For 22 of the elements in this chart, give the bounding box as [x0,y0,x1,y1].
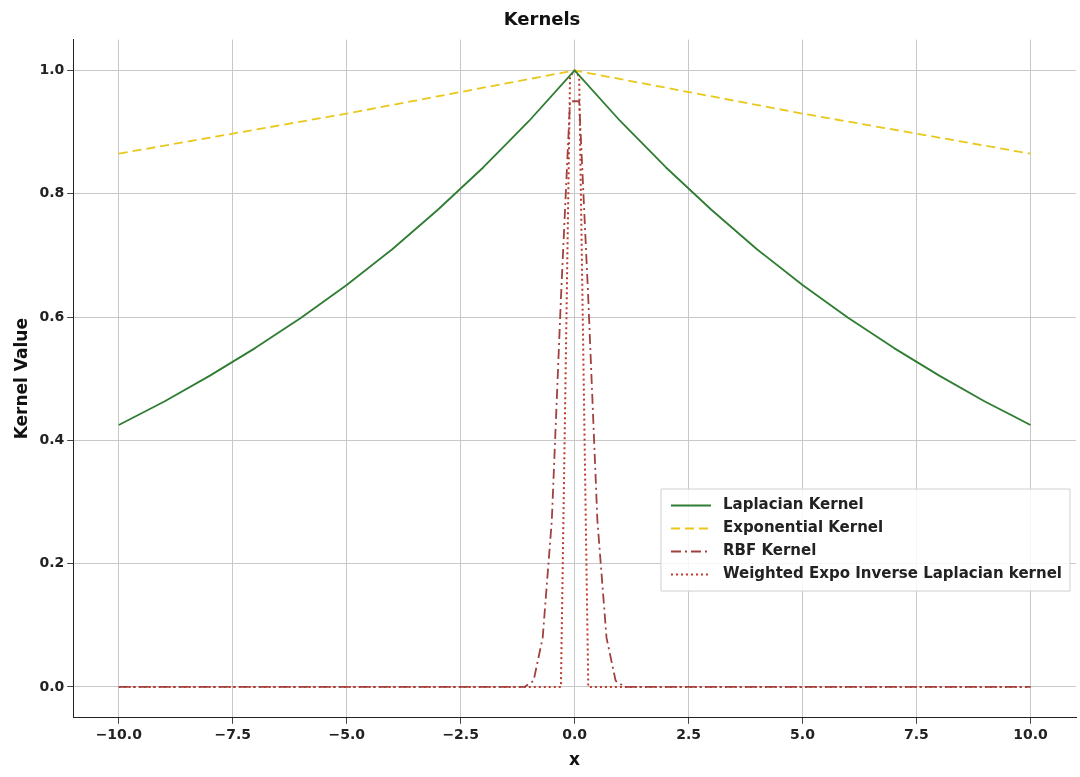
x-tick-label: −7.5 [214,725,251,742]
legend-label: Exponential Kernel [722,518,884,537]
chart-title: Kernels [503,8,581,30]
x-tick-label: 10.0 [1013,725,1048,742]
y-tick-label: 0.2 [39,554,65,571]
y-tick-label: 0.0 [39,677,65,694]
x-tick-label: −5.0 [328,725,366,742]
legend-label: Weighted Expo Inverse Laplacian kernel [722,564,1063,583]
y-tick-label: 1.0 [39,61,65,78]
y-tick-label: 0.8 [39,184,65,201]
y-axis-title: Kernel Value [10,318,31,440]
legend-label: Laplacian Kernel [722,495,864,514]
x-tick-label: −10.0 [95,725,143,742]
y-tick-label: 0.4 [39,431,65,447]
x-tick-label: −2.5 [442,725,479,742]
x-tick-label: 7.5 [904,725,929,742]
x-tick-label: 5.0 [790,725,816,742]
x-tick-label: 2.5 [676,725,701,742]
y-tick-label: 0.6 [39,307,65,324]
x-tick-label: 0.0 [562,725,588,742]
legend-label: RBF Kernel [722,541,817,560]
x-axis-title: x [569,749,581,770]
